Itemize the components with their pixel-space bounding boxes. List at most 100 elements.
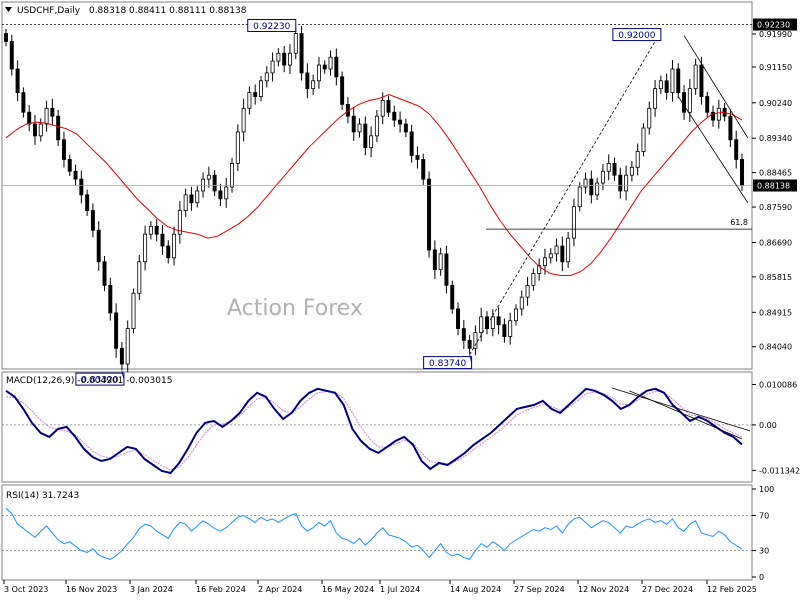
price-annotation-pointer: [469, 354, 473, 363]
candle-body: [9, 41, 14, 70]
x-tick-label: 2 Apr 2024: [258, 585, 302, 594]
macd-signal-line: [5, 390, 743, 471]
current-price-tag-bg: [753, 179, 797, 192]
candle-body: [519, 296, 524, 310]
candle-body: [85, 194, 90, 212]
candle-body: [693, 64, 698, 90]
candle-body: [183, 194, 188, 212]
candle-body: [403, 123, 408, 133]
ohlc-label: 0.88318 0.88411 0.88111 0.88138: [89, 6, 247, 16]
candle-body: [496, 316, 501, 326]
candle-body: [456, 308, 461, 330]
price-ytick-label: 0.90240: [759, 99, 792, 108]
price-ytick-label: 0.91990: [759, 30, 792, 39]
candle-body: [316, 64, 321, 82]
candle-body: [357, 123, 362, 133]
candle-body: [687, 88, 692, 113]
x-tick-label: 16 Nov 2023: [66, 585, 117, 594]
candle-body: [56, 115, 61, 141]
candle-body: [276, 52, 281, 62]
macd-layer: 0.010086 0.00 -0.011342: [2, 380, 800, 475]
rsi-ytick-label: 30: [759, 547, 769, 556]
candle-body: [583, 178, 588, 188]
moving-average-line: [5, 93, 743, 276]
rsi-title: RSI(14) 31.7243: [6, 491, 79, 501]
candle-body: [166, 245, 171, 259]
candle-body: [73, 170, 78, 180]
x-tick-label: 1 Jul 2024: [380, 585, 420, 594]
price-annotation-label: 0.83320: [81, 376, 118, 386]
candle-body: [363, 123, 368, 149]
price-overlays: 61.8 0.92230 0.83320 0.83740 0.92000: [2, 19, 752, 386]
channel-upper-line: [683, 35, 749, 139]
candle-body: [241, 107, 246, 133]
rising-trend-line: [469, 31, 662, 355]
top-level-tag-bg: [753, 18, 797, 31]
candle-body: [38, 123, 43, 137]
price-ytick-label: 0.87590: [759, 203, 792, 212]
price-annotation-label: 0.92230: [253, 22, 290, 32]
candle-body: [206, 174, 211, 180]
candle-body: [716, 107, 721, 121]
rsi-panel-frame: [1, 484, 753, 581]
candle-body: [15, 68, 20, 93]
candle-body: [305, 72, 310, 90]
price-ytick-label: 0.84915: [759, 308, 792, 317]
candle-body: [647, 107, 652, 129]
candle-body: [444, 253, 449, 286]
candle-body: [299, 33, 304, 74]
rsi-layer: 100 70 30 0: [2, 485, 774, 582]
candle-body: [177, 210, 182, 235]
candle-body: [398, 119, 403, 125]
x-tick-label: 12 Feb 2025: [707, 585, 757, 594]
x-tick-label: 16 May 2024: [322, 585, 374, 594]
candle-body: [432, 249, 437, 271]
x-tick-label: 27 Sep 2024: [514, 585, 565, 594]
candle-body: [658, 80, 663, 90]
x-tick-label: 12 Nov 2024: [578, 585, 629, 594]
price-ytick-label: 0.85815: [759, 273, 792, 282]
candle-body: [560, 245, 565, 263]
macd-title: MACD(12,26,9) -0.004901 -0.003015: [6, 376, 172, 386]
price-annotation-label: 0.83740: [429, 359, 466, 369]
candle-body: [682, 92, 687, 113]
candle-body: [635, 151, 640, 168]
macd-trend-line-lower: [629, 390, 743, 440]
price-ytick-label: 0.89340: [759, 134, 792, 143]
watermark: Action Forex: [227, 296, 363, 321]
candle-body: [311, 80, 316, 90]
price-ytick-label: 0.86690: [759, 238, 792, 247]
candle-body: [287, 52, 292, 66]
price-ytick-label: 0.88465: [759, 169, 792, 178]
candle-body: [90, 210, 95, 231]
candle-body: [670, 68, 675, 93]
candle-body: [247, 92, 252, 109]
candle-body: [79, 178, 84, 196]
candle-body: [676, 68, 681, 93]
rsi-ytick-label: 100: [759, 485, 774, 494]
candle-body: [143, 233, 148, 263]
rsi-ytick-label: 70: [759, 511, 769, 520]
macd-ytick-label: 0.00: [759, 421, 777, 430]
candle-body: [415, 155, 420, 160]
candle-body: [154, 225, 159, 235]
candle-body: [172, 233, 177, 259]
candle-body: [467, 340, 472, 349]
candle-body: [270, 60, 275, 74]
candle-body: [21, 92, 26, 113]
price-axis: 0.91990 0.91150 0.90240 0.89340 0.88465 0.875…: [752, 18, 797, 352]
candle-body: [699, 64, 704, 97]
candle-body: [253, 92, 258, 97]
price-annotation-pointer: [121, 371, 125, 380]
candle-body: [27, 111, 32, 125]
top-level-tag: 0.92230: [757, 21, 790, 30]
macd-ytick-label: 0.010086: [759, 380, 797, 389]
candle-body: [566, 237, 571, 263]
channel-lower-line: [677, 96, 749, 203]
price-candles: [4, 25, 744, 373]
candle-body: [380, 100, 385, 117]
rsi-ytick-label: 0: [759, 573, 764, 582]
candle-body: [201, 178, 206, 192]
current-price-tag: 0.88138: [757, 182, 790, 191]
